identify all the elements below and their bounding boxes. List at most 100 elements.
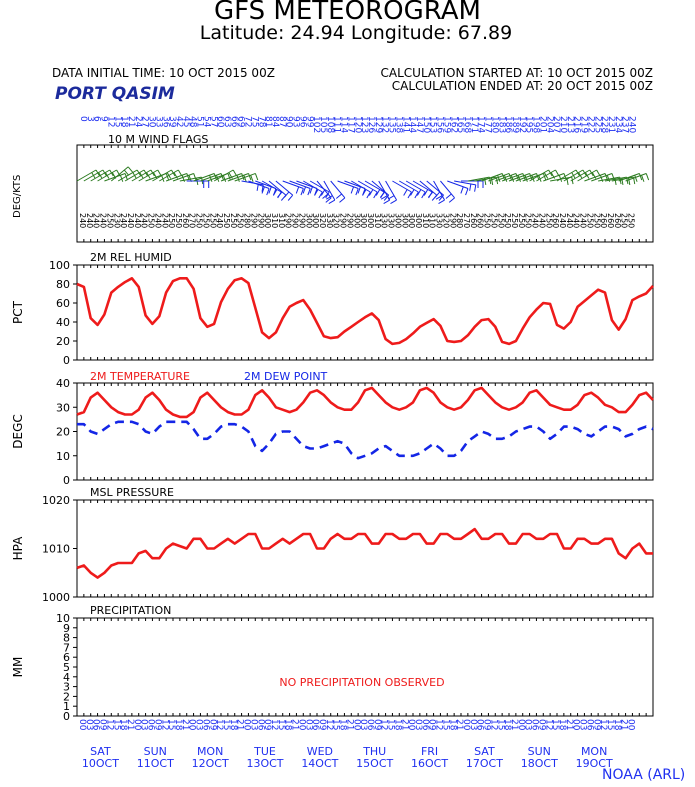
- forecast-hour-label: 120: [352, 116, 362, 133]
- wind-barb-flag: [196, 177, 199, 186]
- wind-barb-flag: [435, 195, 443, 200]
- wind-direction-label: 250: [174, 213, 183, 228]
- utc-label: 06: [420, 719, 430, 731]
- y-tick-label: 1010: [42, 543, 70, 556]
- wind-barb: [426, 180, 444, 196]
- wind-direction-label: 320: [441, 213, 450, 228]
- wind-barb: [344, 180, 366, 189]
- wind-direction-label: 290: [284, 213, 293, 228]
- wind-barb-flag: [431, 194, 438, 201]
- wind-direction-label: 310: [373, 213, 382, 228]
- utc-label: 21: [344, 719, 354, 730]
- wind-direction-label: 240: [133, 213, 142, 228]
- utc-label: 03: [468, 719, 478, 730]
- wind-direction-label: 250: [147, 213, 156, 228]
- wind-barb-flag: [619, 177, 622, 185]
- forecast-hour-label: 12: [105, 116, 115, 127]
- utc-label: 03: [358, 719, 368, 730]
- wind-barb-flag: [515, 173, 519, 181]
- wind-direction-label: 260: [476, 213, 485, 228]
- wind-barb-flag: [186, 173, 190, 181]
- wind-barb-flag: [153, 172, 158, 179]
- wind-direction-label: 250: [503, 213, 512, 228]
- wind-barb-flag: [383, 194, 390, 201]
- wind-barb-flag: [314, 188, 318, 196]
- wind-direction-label: 240: [119, 213, 128, 228]
- calc-started-time: CALCULATION STARTED AT: 10 OCT 2015 00Z: [380, 66, 653, 80]
- wind-direction-label: 270: [462, 213, 471, 228]
- wind-barb-flag: [591, 172, 597, 179]
- wind-barb: [625, 173, 647, 182]
- wind-barb: [248, 180, 270, 189]
- wind-direction-label: 310: [277, 213, 286, 228]
- wind-barb: [145, 173, 167, 182]
- wind-barb: [234, 173, 256, 182]
- wind-barb: [577, 169, 597, 182]
- y-axis-label: PCT: [11, 300, 25, 324]
- wind-barb-flag: [438, 199, 445, 204]
- utc-label: 00: [406, 719, 416, 731]
- forecast-hour-label: 96: [297, 116, 307, 128]
- forecast-hour-label: 129: [373, 116, 383, 133]
- y-axis-label: HPA: [11, 536, 25, 560]
- utc-label: 06: [530, 719, 540, 731]
- wind-barb-flag: [232, 169, 238, 177]
- wind-barb-flag: [633, 177, 636, 185]
- wind-barb-flag: [119, 175, 124, 182]
- series-line: [76, 276, 654, 346]
- wind-barb: [282, 180, 304, 189]
- y-tick-label: 4: [63, 671, 70, 684]
- wind-barb: [207, 173, 229, 182]
- wind-barb-flag: [407, 191, 412, 199]
- forecast-hour-label: 240: [627, 116, 637, 133]
- wind-barb-flag: [157, 169, 162, 177]
- day-of-week-label: WED: [307, 745, 333, 758]
- wind-barb-flag: [295, 186, 300, 194]
- series-line: [76, 527, 653, 579]
- wind-barb-flag: [250, 175, 254, 182]
- utc-label: 00: [187, 719, 197, 731]
- wind-barb-flag: [362, 189, 367, 196]
- wind-barb: [501, 173, 523, 182]
- panel-title: 2M REL HUMID: [90, 251, 172, 264]
- wind-direction-label: 330: [435, 213, 444, 228]
- utc-label: 09: [98, 719, 108, 731]
- forecast-hour-label: 222: [585, 116, 595, 133]
- wind-barb-flag: [566, 177, 569, 186]
- wind-barb-flag: [445, 193, 452, 199]
- wind-barb: [591, 173, 613, 182]
- forecast-hour-label: 72: [243, 116, 253, 127]
- y-tick-label: 30: [56, 401, 70, 414]
- wind-barb-flag: [465, 188, 469, 196]
- forecast-hour-label: 186: [503, 116, 513, 133]
- wind-barb: [598, 176, 620, 182]
- wind-barb-flag: [434, 191, 441, 198]
- y-tick-label: 80: [56, 278, 70, 291]
- forecast-hour-label: 204: [544, 116, 554, 133]
- day-of-week-label: MON: [197, 745, 223, 758]
- wind-barb-flag: [213, 173, 218, 181]
- wind-barb-flag: [531, 175, 535, 182]
- wind-barb: [392, 180, 412, 193]
- forecast-hour-label: 87: [277, 116, 287, 127]
- wind-direction-label: 240: [92, 213, 101, 228]
- wind-barb: [124, 169, 145, 182]
- utc-label: 18: [557, 719, 567, 731]
- wind-barb-flag: [227, 173, 231, 181]
- wind-barb: [268, 180, 287, 196]
- wind-barb-flag: [123, 169, 130, 176]
- wind-direction-label: 240: [140, 213, 149, 228]
- utc-label: 15: [276, 719, 286, 730]
- forecast-hour-label: 114: [339, 116, 349, 133]
- wind-barb-flag: [95, 169, 100, 177]
- forecast-hour-label: 144: [407, 116, 417, 133]
- utc-label: 00: [242, 719, 252, 731]
- wind-direction-label: 250: [496, 213, 505, 228]
- wind-barb-flag: [524, 175, 528, 182]
- wind-barb-flag: [102, 169, 107, 177]
- wind-direction-label: 320: [318, 213, 327, 228]
- series-line: [77, 420, 654, 460]
- wind-barb-flag: [604, 173, 608, 181]
- forecast-hour-label: 111: [332, 116, 342, 133]
- day-of-week-label: FRI: [421, 745, 438, 758]
